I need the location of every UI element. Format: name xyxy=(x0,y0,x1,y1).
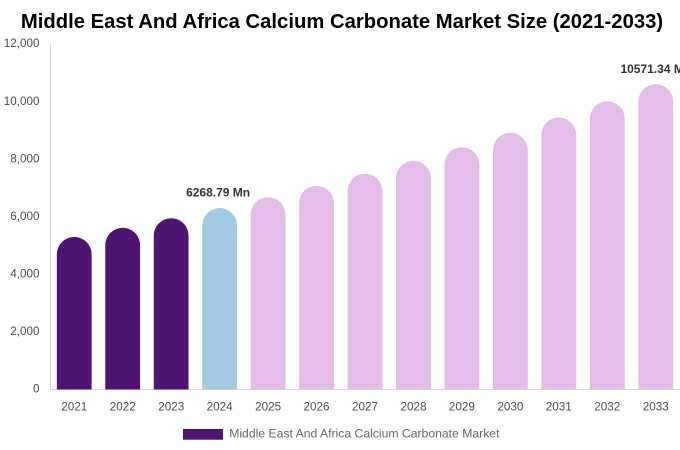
svg-text:2026: 2026 xyxy=(303,400,329,413)
svg-text:2022: 2022 xyxy=(110,400,136,413)
svg-text:Middle East And Africa Calcium: Middle East And Africa Calcium Carbonate… xyxy=(229,427,500,441)
svg-text:2023: 2023 xyxy=(158,400,184,413)
svg-text:2027: 2027 xyxy=(352,400,378,413)
svg-text:10571.34 Mn: 10571.34 Mn xyxy=(620,62,680,76)
svg-text:2031: 2031 xyxy=(546,400,572,413)
svg-text:2028: 2028 xyxy=(400,400,426,413)
svg-text:2033: 2033 xyxy=(643,400,669,413)
svg-text:6268.79 Mn: 6268.79 Mn xyxy=(186,186,250,200)
svg-text:12,000: 12,000 xyxy=(4,37,40,50)
svg-text:Middle East And Africa Calcium: Middle East And Africa Calcium Carbonate… xyxy=(21,11,663,33)
svg-text:6,000: 6,000 xyxy=(10,210,40,223)
svg-text:2,000: 2,000 xyxy=(10,325,40,338)
svg-text:2021: 2021 xyxy=(61,400,87,413)
svg-text:8,000: 8,000 xyxy=(10,152,40,165)
svg-text:2030: 2030 xyxy=(497,400,524,413)
svg-text:2025: 2025 xyxy=(255,400,282,413)
svg-text:10,000: 10,000 xyxy=(4,95,40,108)
svg-text:2024: 2024 xyxy=(207,400,234,413)
svg-text:4,000: 4,000 xyxy=(10,268,40,281)
svg-text:0: 0 xyxy=(33,383,40,396)
svg-text:2032: 2032 xyxy=(594,400,620,413)
svg-text:2029: 2029 xyxy=(449,400,475,413)
